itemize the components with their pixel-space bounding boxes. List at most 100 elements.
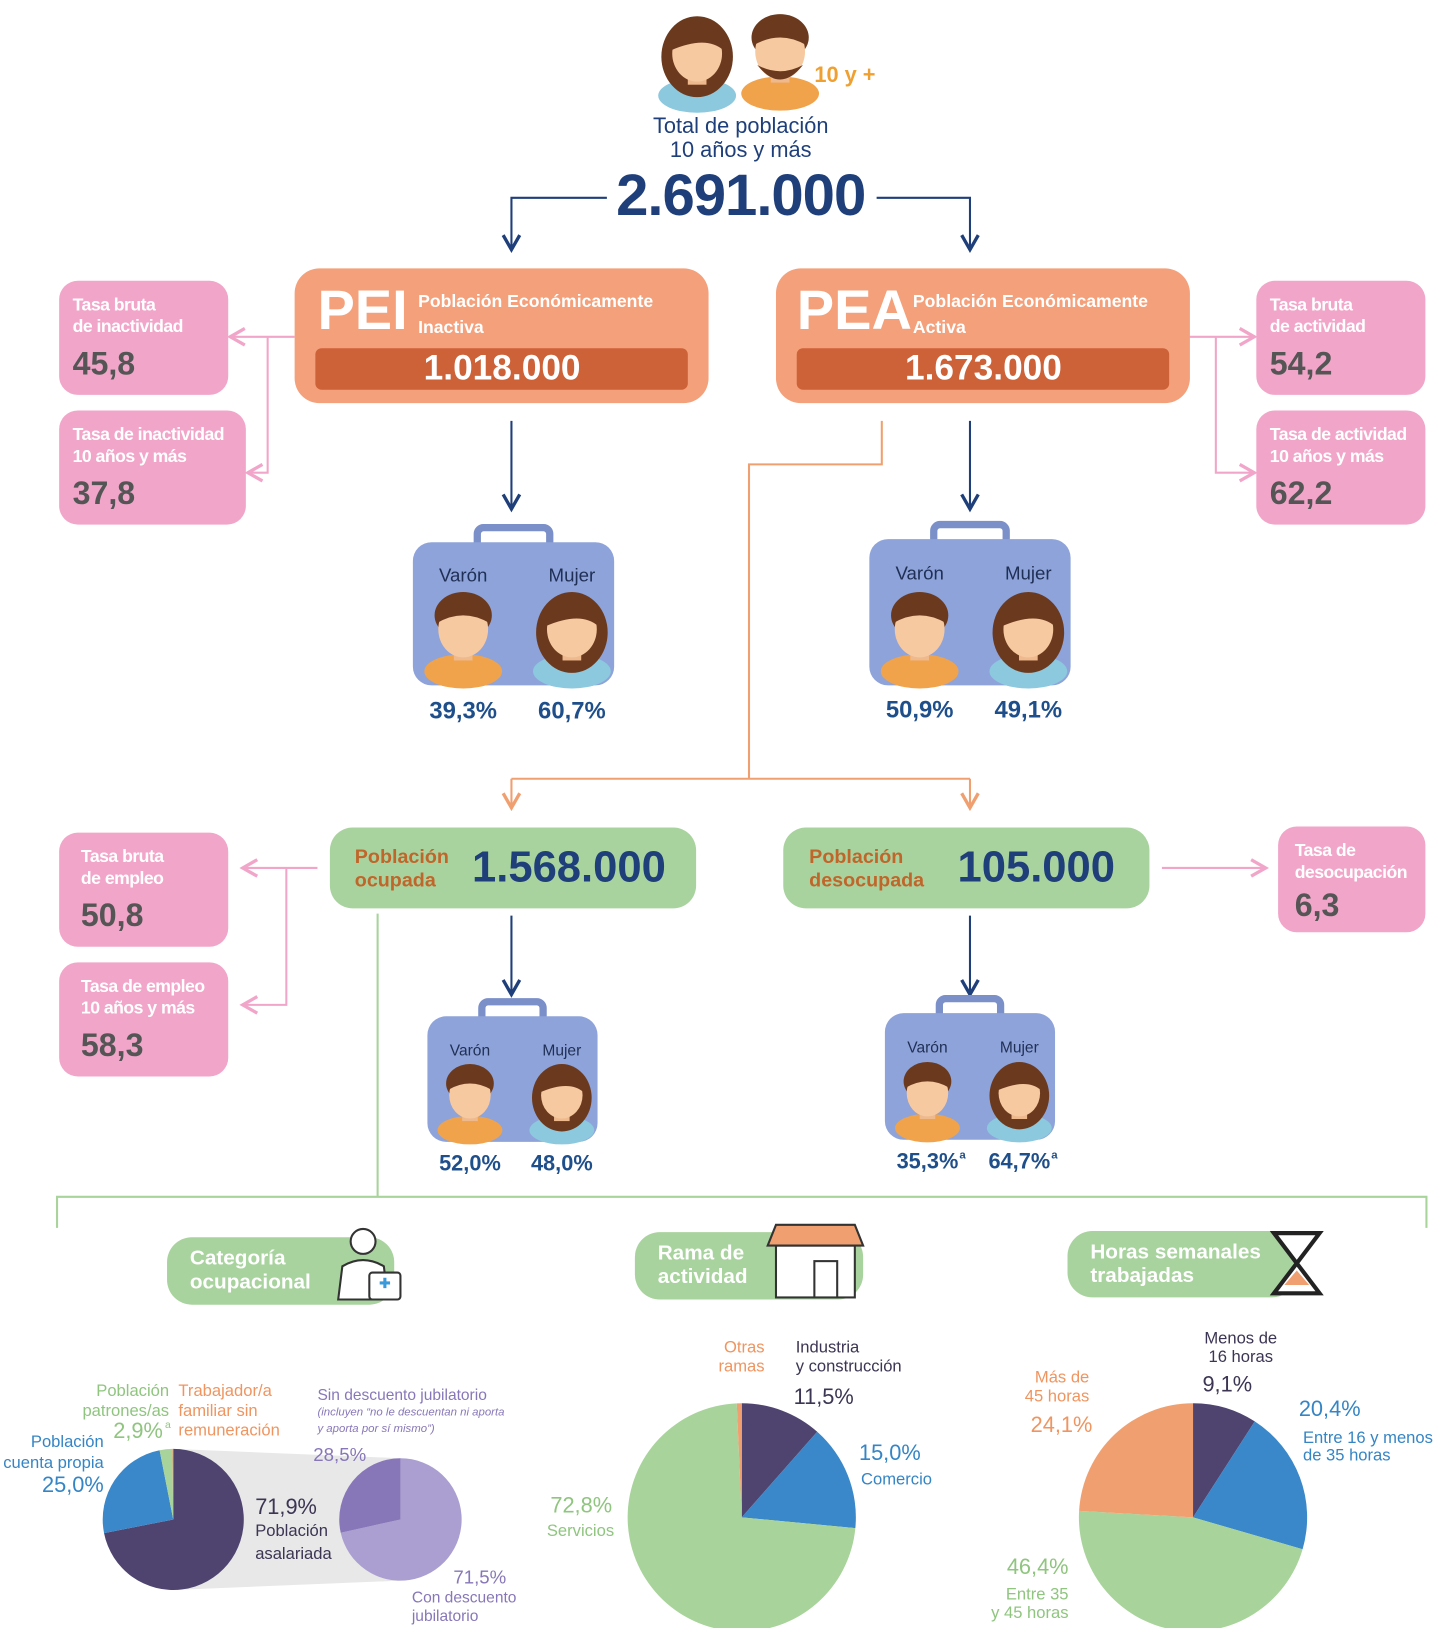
pie-slice: [736, 1403, 742, 1518]
value-label: 25,0%: [42, 1472, 104, 1497]
connector: [876, 196, 980, 253]
rate-box: [59, 962, 229, 1077]
value: 1.673.000: [905, 348, 1062, 387]
name: Población: [355, 846, 449, 868]
pie-slice: [104, 1448, 244, 1590]
slice-label: (incluyen “no le descuentan ni aporta: [317, 1407, 504, 1419]
sex-label: Mujer: [1005, 562, 1052, 583]
rate-box: [59, 280, 229, 395]
value-label: 71,9%: [255, 1494, 317, 1519]
pie-slice: [102, 1450, 174, 1534]
rate-value: 45,8: [73, 345, 136, 381]
sex-label: Mujer: [1000, 1040, 1039, 1057]
rate-label: Tasa bruta: [73, 294, 156, 314]
sex-label: Varón: [907, 1040, 947, 1057]
name: Inactiva: [418, 317, 484, 337]
hair: [905, 1065, 950, 1088]
slice-label: Con descuento: [412, 1589, 517, 1606]
rate-value: 37,8: [73, 475, 136, 511]
pie-slice: [340, 1458, 462, 1581]
slice-label: 16 horas: [1208, 1347, 1273, 1366]
value-label: 24,1%: [1031, 1412, 1093, 1437]
slice-label: Más de: [1035, 1368, 1089, 1387]
section-title: Rama de: [658, 1241, 744, 1264]
hair: [436, 596, 490, 624]
total: 2.691.000: [616, 163, 865, 228]
name: Población: [809, 846, 903, 868]
pie-slice: [1079, 1403, 1194, 1518]
section-title: ocupacional: [190, 1270, 311, 1293]
note-mark: a: [1051, 1149, 1058, 1161]
hair: [539, 1067, 584, 1093]
slice-label: y 45 horas: [991, 1603, 1068, 1622]
percentage: 50,9%: [886, 697, 954, 724]
hair: [545, 596, 599, 627]
pie-slice: [339, 1458, 401, 1533]
hair: [753, 18, 807, 46]
rate-box: [59, 410, 246, 525]
slice-label: remuneración: [178, 1421, 279, 1440]
section-pill: [167, 1237, 395, 1305]
rate-label: de empleo: [81, 868, 164, 888]
slice-label: Población: [255, 1521, 328, 1540]
hair: [1001, 596, 1055, 627]
note-mark: a: [959, 1149, 966, 1161]
slice-label: de 35 horas: [1303, 1446, 1391, 1465]
shirt: [437, 1115, 503, 1145]
slice-label: Comercio: [861, 1469, 932, 1488]
rate-box: [59, 832, 229, 947]
section-title: Categoría: [190, 1247, 286, 1270]
title: 10 años y más: [670, 137, 812, 162]
rate-value: 62,2: [1270, 475, 1333, 511]
rate-label: 10 años y más: [81, 998, 195, 1018]
connector: [747, 420, 883, 779]
slice-label: Entre 35: [1006, 1585, 1069, 1604]
shirt: [741, 76, 820, 111]
sex-label: Varón: [895, 562, 943, 583]
value-label: 72,8%: [550, 1493, 612, 1518]
slice-label: jubilatorio: [411, 1608, 479, 1625]
rate-label: de actividad: [1270, 316, 1366, 336]
connector: [1214, 336, 1258, 483]
slice-label: Población: [96, 1381, 169, 1400]
pie-slice: [741, 1431, 856, 1529]
label: 10 y +: [814, 62, 875, 87]
connector: [56, 1195, 1428, 1228]
rate-box: [1256, 410, 1426, 525]
slice-label: ramas: [719, 1356, 765, 1375]
value-label: 20,4%: [1299, 1396, 1361, 1421]
slice-label: Entre 16 y menos: [1303, 1428, 1433, 1447]
value-bar: [315, 348, 688, 390]
slice-label: Menos de: [1204, 1328, 1277, 1347]
value-label: 15,0%: [859, 1440, 921, 1465]
rate-label: 10 años y más: [73, 446, 187, 466]
rate-value: 58,3: [81, 1027, 144, 1063]
slice-label: Población: [31, 1432, 104, 1451]
rate-label: Tasa de inactividad: [73, 424, 224, 444]
sex-label: Varón: [450, 1043, 490, 1060]
name: Activa: [913, 317, 966, 337]
rate-label: Tasa de: [1295, 840, 1356, 860]
shirt: [895, 1113, 960, 1143]
slice-label: patrones/as: [82, 1401, 169, 1420]
rate-value: 54,2: [1270, 345, 1333, 381]
rate-value: 50,8: [81, 897, 144, 933]
section-title: actividad: [658, 1265, 748, 1288]
rate-value: 6,3: [1295, 887, 1340, 923]
beard: [757, 64, 803, 80]
hair: [670, 20, 724, 51]
value-bar: [796, 348, 1170, 390]
percentage: 52,0%: [439, 1150, 501, 1175]
box: [329, 827, 697, 909]
name: Población Económicamente: [418, 291, 653, 311]
shirt: [424, 654, 503, 689]
percentage: 60,7%: [538, 698, 606, 725]
pie-slice: [1078, 1510, 1303, 1628]
rate-label: Tasa de actividad: [1270, 424, 1407, 444]
sex-label: Varón: [439, 564, 487, 585]
percentage: 49,1%: [995, 697, 1063, 724]
hair: [997, 1065, 1042, 1091]
icon: [766, 1223, 865, 1247]
rate-label: desocupación: [1295, 862, 1407, 882]
hair: [447, 1067, 492, 1090]
